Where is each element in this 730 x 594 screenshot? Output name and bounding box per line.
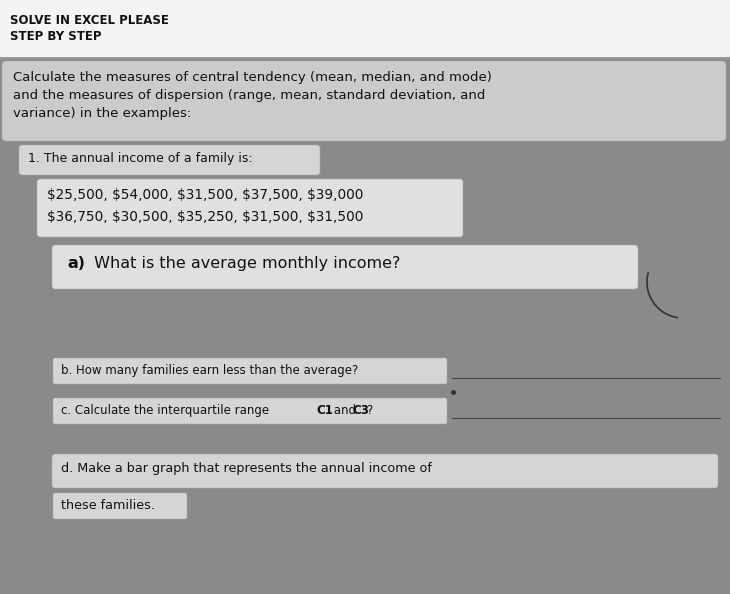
FancyBboxPatch shape (53, 493, 187, 519)
FancyBboxPatch shape (53, 398, 447, 424)
FancyBboxPatch shape (53, 358, 447, 384)
Text: SOLVE IN EXCEL PLEASE: SOLVE IN EXCEL PLEASE (10, 14, 169, 27)
FancyBboxPatch shape (52, 454, 718, 488)
Text: ?: ? (366, 404, 372, 417)
FancyBboxPatch shape (37, 179, 463, 237)
FancyBboxPatch shape (19, 145, 320, 175)
Text: C3: C3 (352, 404, 369, 417)
Text: these families.: these families. (61, 499, 155, 512)
Text: C1: C1 (316, 404, 333, 417)
Text: and: and (330, 404, 356, 417)
Text: STEP BY STEP: STEP BY STEP (10, 30, 101, 43)
Text: b. How many families earn less than the average?: b. How many families earn less than the … (61, 364, 358, 377)
Text: What is the average monthly income?: What is the average monthly income? (89, 256, 400, 271)
Text: c. Calculate the interquartile range: c. Calculate the interquartile range (61, 404, 269, 417)
Text: $36,750, $30,500, $35,250, $31,500, $31,500: $36,750, $30,500, $35,250, $31,500, $31,… (47, 210, 364, 224)
Text: Calculate the measures of central tendency (mean, median, and mode)
and the meas: Calculate the measures of central tenden… (13, 71, 492, 120)
Text: a): a) (67, 256, 85, 271)
FancyBboxPatch shape (52, 245, 638, 289)
FancyBboxPatch shape (2, 61, 726, 141)
Text: 1. The annual income of a family is:: 1. The annual income of a family is: (28, 152, 253, 165)
FancyBboxPatch shape (0, 0, 730, 58)
Text: $25,500, $54,000, $31,500, $37,500, $39,000: $25,500, $54,000, $31,500, $37,500, $39,… (47, 188, 364, 202)
Text: d. Make a bar graph that represents the annual income of: d. Make a bar graph that represents the … (61, 462, 432, 475)
